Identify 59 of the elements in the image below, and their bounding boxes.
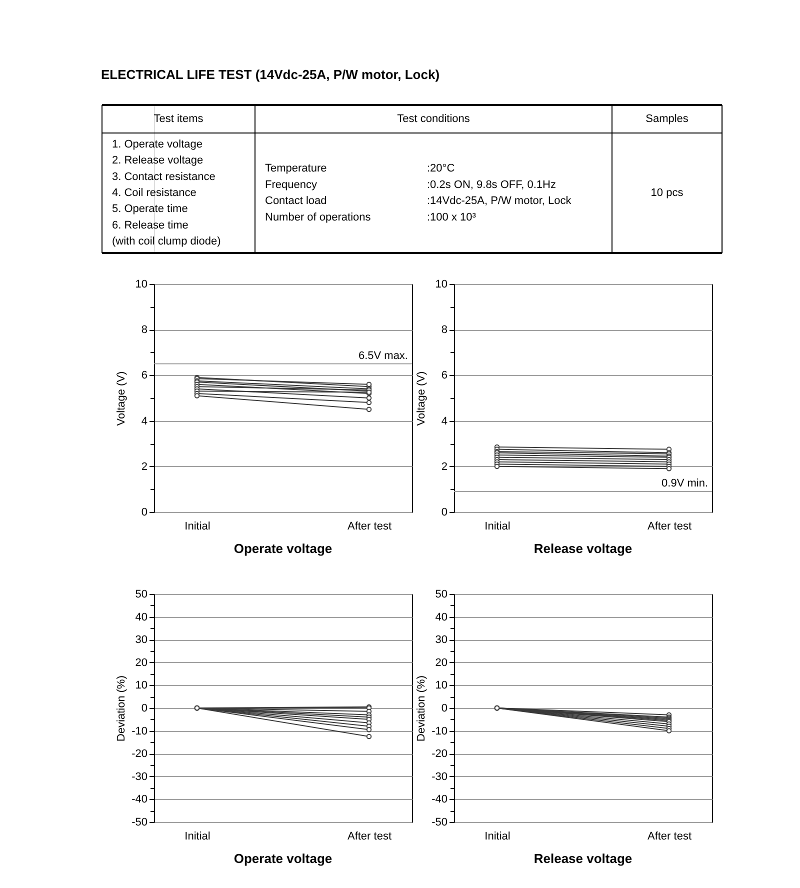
y-tick-label: 10: [135, 278, 148, 290]
y-tick-label: 30: [135, 634, 148, 646]
x-tick-label: Initial: [484, 520, 510, 532]
y-tick-label: 4: [141, 415, 148, 428]
y-tick-label: 8: [441, 324, 448, 336]
y-tick-label: -30: [132, 770, 148, 783]
y-tick-label: 0: [141, 506, 148, 518]
text: 10 pcs: [650, 187, 684, 199]
x-tick-label: After test: [647, 830, 692, 842]
y-tick-label: 10: [135, 680, 148, 692]
x-tick-label: After test: [347, 830, 392, 842]
y-tick-label: -40: [132, 794, 148, 806]
x-tick-label: Initial: [484, 830, 510, 842]
y-tick-label: 4: [441, 415, 448, 428]
y-tick-label: 2: [441, 460, 448, 473]
ref-line-label: 0.9V min.: [662, 477, 708, 490]
text: Release voltage: [534, 851, 632, 866]
y-tick-label: 0: [141, 702, 148, 714]
y-tick-label: 40: [435, 611, 448, 624]
text: 1. Operate voltage 2. Release voltage 3. Contact resistance 4. Coil resistance 5. Operate time 6. Release time (with coil clump diode): [112, 138, 221, 248]
y-axis-title: Voltage (V): [116, 371, 128, 426]
y-tick-label: 6: [141, 370, 148, 382]
y-tick-label: 40: [135, 611, 148, 624]
y-tick-label: 0: [441, 702, 448, 714]
x-tick-label: Initial: [184, 520, 210, 532]
y-tick-label: -10: [432, 725, 448, 738]
y-tick-label: -50: [132, 816, 148, 828]
text: ELECTRICAL LIFE TEST (14Vdc-25A, P/W motor, Lock): [101, 67, 440, 82]
y-tick-label: -50: [432, 816, 448, 828]
y-axis-title: Deviation (%): [116, 675, 128, 742]
y-axis-title: Voltage (V): [416, 371, 428, 426]
category-label: Samples: [646, 113, 689, 125]
x-tick-label: After test: [647, 520, 692, 532]
y-tick-label: 0: [441, 506, 448, 518]
ref-line-label: 6.5V max.: [358, 350, 408, 362]
x-tick-label: Initial: [184, 830, 210, 842]
text: Operate voltage: [234, 541, 332, 556]
category-label: Test items: [154, 113, 204, 125]
y-tick-label: 20: [435, 656, 448, 669]
y-tick-label: -30: [432, 770, 448, 783]
y-tick-label: 8: [141, 324, 148, 336]
y-tick-label: 10: [435, 680, 448, 692]
y-tick-label: 50: [435, 588, 448, 600]
y-tick-label: -40: [432, 794, 448, 806]
y-tick-label: 50: [135, 588, 148, 600]
y-tick-label: 2: [141, 460, 148, 473]
y-tick-label: -20: [132, 748, 148, 760]
y-tick-label: -20: [432, 748, 448, 760]
y-tick-label: 6: [441, 370, 448, 382]
x-tick-label: After test: [347, 520, 392, 532]
text: Temperature :20°C Frequency :0.2s ON, 9.8s OFF, 0.1Hz Contact load :14Vdc-25A, P/W motor, Lock Number of operations :100 x 10³: [265, 162, 572, 224]
category-label: Test conditions: [397, 113, 470, 125]
y-tick-label: -10: [132, 725, 148, 738]
y-axis-title: Deviation (%): [416, 675, 428, 742]
y-tick-label: 20: [135, 656, 148, 669]
text: Operate voltage: [234, 851, 332, 866]
y-tick-label: 30: [435, 634, 448, 646]
text: Release voltage: [534, 541, 632, 556]
y-tick-label: 10: [435, 278, 448, 290]
